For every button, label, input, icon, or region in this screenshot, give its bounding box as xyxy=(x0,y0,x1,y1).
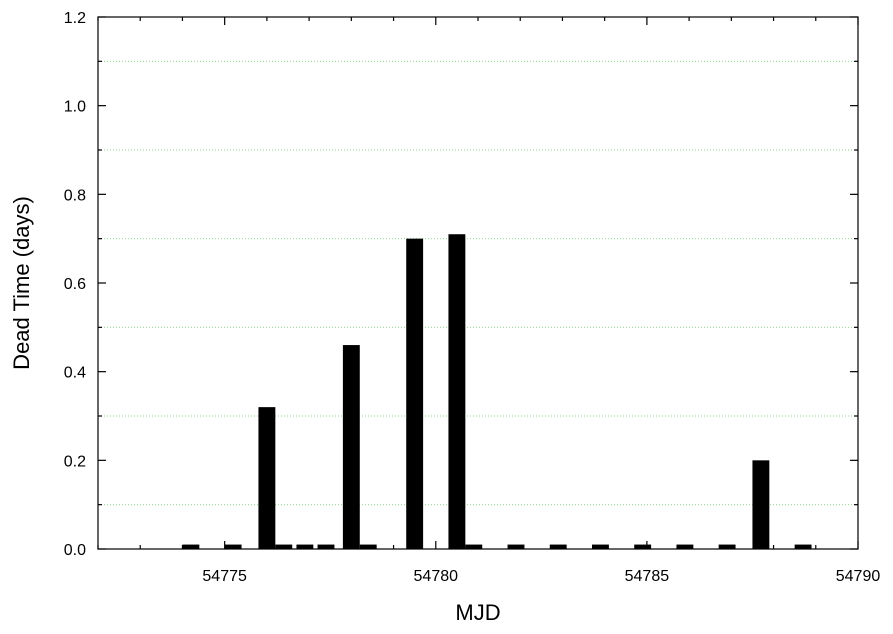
bar xyxy=(507,544,525,549)
bar xyxy=(794,544,812,549)
plot-frame xyxy=(97,16,859,550)
y-axis-title: Dead Time (days) xyxy=(9,196,34,370)
bar xyxy=(317,544,335,549)
grid-lines xyxy=(98,60,858,506)
bar xyxy=(224,544,242,549)
bar xyxy=(549,544,567,549)
bar xyxy=(718,544,736,549)
bar xyxy=(752,460,770,549)
y-tick-label: 0.0 xyxy=(64,542,86,559)
bar xyxy=(296,544,314,549)
bar xyxy=(448,234,466,549)
bar xyxy=(342,345,360,549)
x-axis-title: MJD xyxy=(455,600,500,625)
bar xyxy=(359,544,377,549)
y-tick-label: 1.2 xyxy=(64,10,86,27)
bar xyxy=(592,544,609,549)
bar xyxy=(258,407,276,549)
bar xyxy=(634,544,652,549)
bar xyxy=(275,544,293,549)
y-tick-label: 0.2 xyxy=(64,453,86,470)
x-tick-label: 54790 xyxy=(836,568,881,585)
axes xyxy=(97,16,859,550)
bar xyxy=(465,544,483,549)
bar xyxy=(406,238,424,549)
bar xyxy=(676,544,694,549)
x-tick-label: 54785 xyxy=(625,568,670,585)
y-tick-label: 0.8 xyxy=(64,187,86,204)
x-tick-label: 54775 xyxy=(202,568,247,585)
y-tick-label: 0.6 xyxy=(64,276,86,293)
y-tick-label: 0.4 xyxy=(64,365,86,382)
bars xyxy=(182,234,812,549)
tick-labels: 54775 54780 54785 54790 0.0 0.2 0.4 0.6 0.8 1.0 1.… xyxy=(64,10,881,585)
bar xyxy=(182,544,200,549)
y-tick-label: 1.0 xyxy=(64,99,86,116)
x-tick-label: 54780 xyxy=(414,568,459,585)
